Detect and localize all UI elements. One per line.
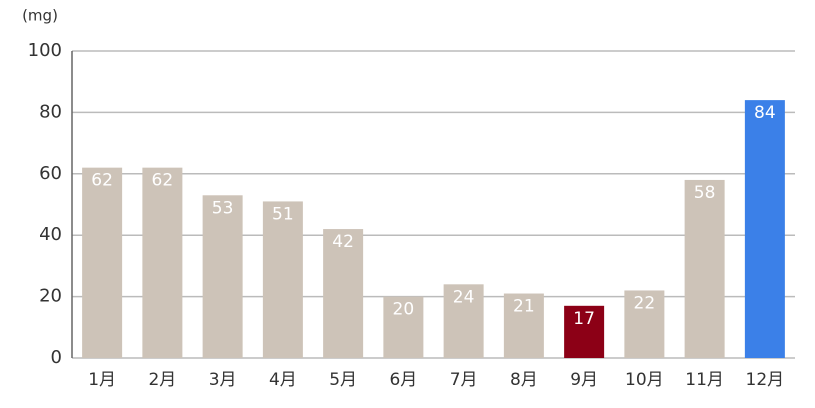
x-tick-label: 4月 [269,370,297,390]
x-tick-label: 6月 [389,370,417,390]
bar [503,293,544,358]
value-label: 53 [212,198,234,218]
x-tick-label: 7月 [450,370,478,390]
bar [684,179,725,358]
value-label: 62 [152,171,174,191]
x-tick-label: 1月 [88,370,116,390]
bar [624,290,665,358]
bar [262,201,303,358]
value-label: 51 [272,204,294,224]
x-tick-label: 11月 [685,370,724,390]
value-label: 22 [634,293,656,313]
bar [202,195,243,358]
x-tick-label: 3月 [209,370,237,390]
y-tick-label: 20 [39,286,62,307]
y-tick-label: 0 [51,347,62,368]
y-tick-label: 60 [39,163,62,184]
bar [383,296,424,358]
value-label: 17 [573,309,595,329]
x-tick-label: 5月 [329,370,357,390]
value-label: 58 [694,183,716,203]
x-tick-label: 2月 [148,370,176,390]
y-tick-label: 40 [39,224,62,245]
value-label: 20 [393,300,415,320]
value-label: 84 [754,103,776,123]
y-tick-label: 100 [28,40,62,61]
bar [142,167,183,358]
y-tick-label: 80 [39,101,62,122]
bar [744,100,785,359]
value-label: 42 [332,232,354,252]
x-tick-label: 8月 [510,370,538,390]
value-label: 24 [453,287,475,307]
x-tick-label: 10月 [625,370,664,390]
bar [443,284,484,358]
y-axis-unit: (mg) [22,7,58,25]
bar [323,229,364,358]
x-tick-label: 9月 [570,370,598,390]
bar [564,305,605,358]
value-label: 62 [91,171,113,191]
bar [82,167,123,358]
value-label: 21 [513,297,535,317]
x-tick-label: 12月 [746,370,785,390]
